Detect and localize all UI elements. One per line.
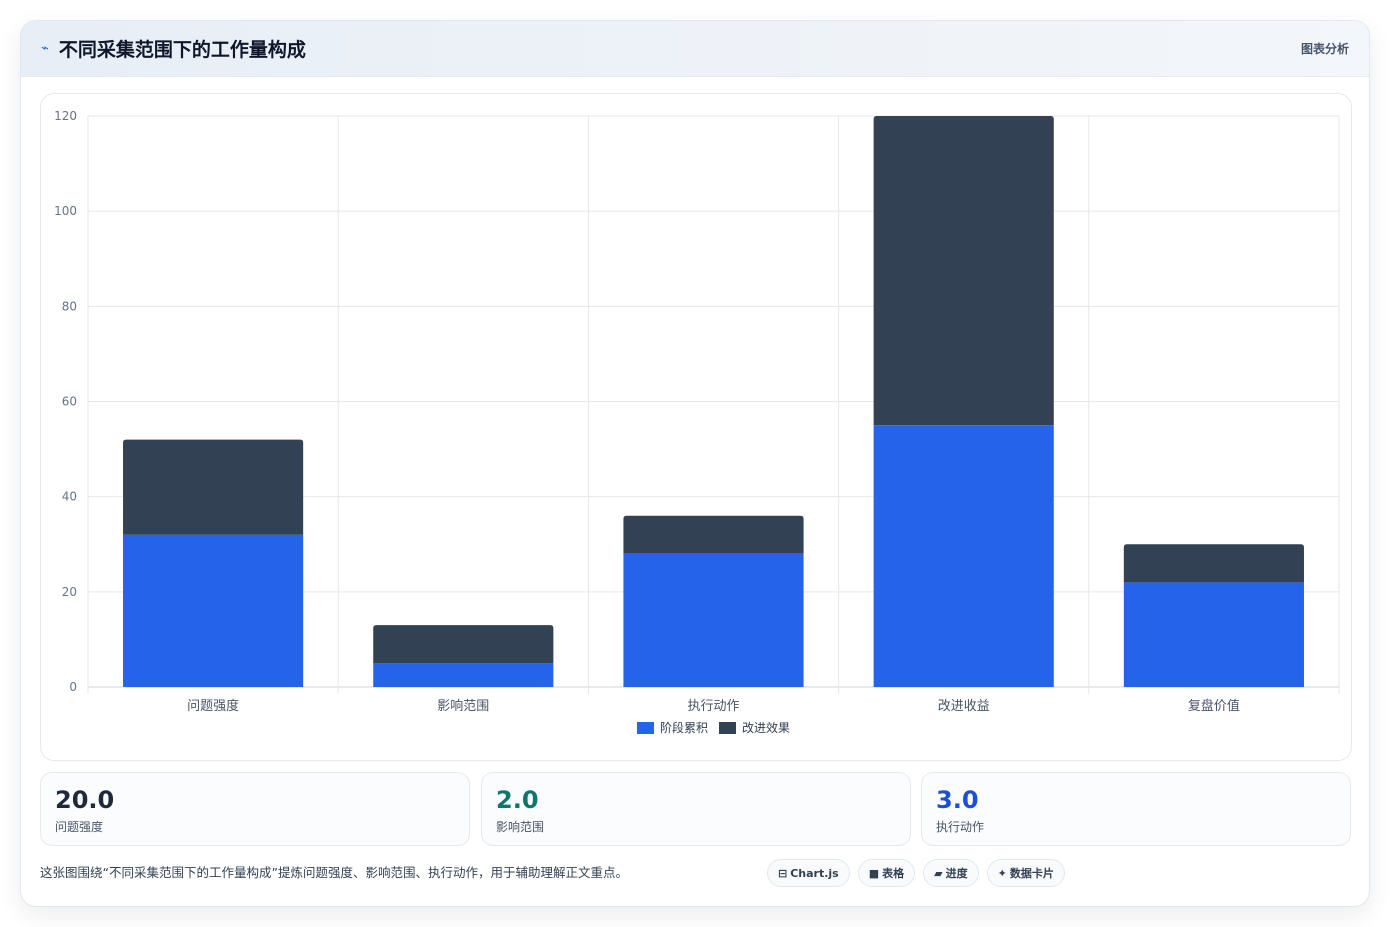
chip-label: 进度: [945, 867, 968, 880]
stat-value: 20.0: [55, 786, 115, 814]
x-tick-label: 执行动作: [687, 699, 739, 714]
bar-segment: [123, 534, 304, 687]
bar-segment: [623, 553, 804, 687]
y-tick-label: 60: [62, 395, 77, 409]
chart-note: 这张图围绕“不同采集范围下的工作量构成”提炼问题强度、影响范围、执行动作，用于辅…: [40, 865, 628, 880]
chart-analysis-tag[interactable]: 图表分析: [1300, 42, 1349, 56]
chip-chartjs[interactable]: ⊟ Chart.js: [767, 859, 850, 887]
x-tick-label: 复盘价值: [1188, 698, 1240, 714]
x-tick-label: 影响范围: [437, 698, 489, 714]
legend-label: 改进效果: [742, 720, 790, 735]
y-tick-label: 40: [62, 490, 77, 504]
bar-segment: [1123, 582, 1304, 687]
chart-area: 0 20 40 60 80 100 120 问题强度 影响范围 执行动作 改进收益 复盘价值阶段累积 改…: [40, 93, 1352, 761]
stat-card-1: 20.0 问题强度: [40, 772, 470, 846]
bar-segment: [1123, 544, 1304, 583]
chart-title: 不同采集范围下的工作量构成: [58, 39, 306, 61]
y-tick-label: 120: [54, 109, 77, 123]
bar-segment: [873, 116, 1054, 426]
stat-label: 问题强度: [55, 820, 104, 834]
pulse-icon: ⌁: [41, 41, 49, 56]
table-icon: ■: [868, 866, 880, 880]
stat-cards: 20.0 问题强度 2.0 影响范围 3.0 执行动作: [40, 772, 1352, 846]
legend-swatch: [719, 722, 736, 734]
stat-card-2: 2.0 影响范围: [481, 772, 911, 846]
chip-label: Chart.js: [790, 866, 839, 880]
y-tick-label: 100: [54, 204, 77, 218]
stat-label: 影响范围: [496, 820, 545, 834]
legend-label: 阶段累积: [660, 720, 708, 735]
bar-segment: [623, 515, 804, 554]
chart-card: ⌁ 不同采集范围下的工作量构成 图表分析 0 20 40 60 80 100 120 问题强度…: [20, 20, 1370, 907]
stat-value: 3.0: [936, 786, 979, 814]
card-footer: 这张图围绕“不同采集范围下的工作量构成”提炼问题强度、影响范围、执行动作，用于辅…: [40, 859, 1352, 889]
legend-swatch: [637, 722, 654, 734]
y-tick-label: 20: [62, 585, 77, 599]
bar-segment: [373, 625, 554, 664]
chip-label: 数据卡片: [1009, 867, 1054, 880]
sparkle-icon: ✦: [997, 866, 1007, 880]
y-tick-label: 0: [69, 680, 77, 694]
stat-card-3: 3.0 执行动作: [921, 772, 1351, 846]
y-tick-label: 80: [62, 299, 77, 313]
chip-label: 表格: [882, 867, 905, 880]
chip-progress[interactable]: ▰ 进度: [923, 859, 979, 887]
bar-segment: [123, 439, 304, 535]
x-tick-label: 改进收益: [938, 699, 990, 714]
stat-label: 执行动作: [936, 820, 985, 834]
bar-segment: [873, 425, 1054, 687]
progress-icon: ▰: [934, 866, 943, 880]
chip-table[interactable]: ■ 表格: [857, 859, 916, 887]
x-tick-label: 问题强度: [187, 698, 239, 714]
chip-data-card[interactable]: ✦ 数据卡片: [986, 859, 1065, 887]
bar-segment: [373, 663, 554, 687]
card-header: ⌁ 不同采集范围下的工作量构成 图表分析: [21, 21, 1369, 77]
chart-icon: ⊟: [778, 866, 788, 880]
chip-list: ⊟ Chart.js ■ 表格 ▰ 进度 ✦ 数据卡片: [767, 859, 1065, 887]
stat-value: 2.0: [496, 786, 539, 814]
